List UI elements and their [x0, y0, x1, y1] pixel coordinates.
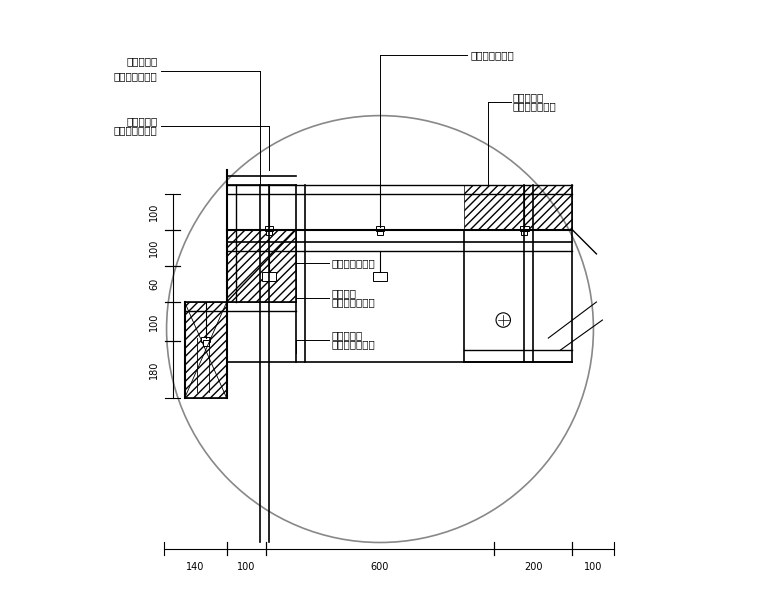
- Bar: [185, 302, 226, 398]
- Text: 纸面石膏板: 纸面石膏板: [332, 330, 363, 340]
- Text: 100: 100: [584, 562, 603, 572]
- Text: 石膏顶槽线: 石膏顶槽线: [512, 92, 543, 103]
- Text: 100: 100: [150, 202, 160, 221]
- Text: 60: 60: [150, 278, 160, 290]
- Bar: [203, 341, 209, 347]
- Bar: [266, 231, 272, 235]
- Bar: [226, 230, 296, 302]
- Text: 白色乳胶漆饰面: 白色乳胶漆饰面: [332, 339, 375, 349]
- Text: 180: 180: [150, 361, 160, 379]
- Text: 140: 140: [186, 562, 204, 572]
- Text: 木龙骨防火处理: 木龙骨防火处理: [470, 51, 514, 60]
- Bar: [520, 226, 528, 231]
- Text: 100: 100: [237, 562, 255, 572]
- Bar: [521, 231, 527, 235]
- Text: 石膏顶槽线: 石膏顶槽线: [126, 117, 157, 127]
- Bar: [377, 231, 383, 235]
- Bar: [264, 226, 273, 231]
- Text: 600: 600: [371, 562, 389, 572]
- Text: 实木线条: 实木线条: [332, 288, 357, 298]
- Text: 纸面石膏板: 纸面石膏板: [126, 57, 157, 66]
- Text: 白色乳胶漆饰面: 白色乳胶漆饰面: [114, 126, 157, 136]
- Text: 木龙骨防火处理: 木龙骨防火处理: [332, 258, 375, 268]
- Text: 白色乳胶漆饰面: 白色乳胶漆饰面: [114, 71, 157, 82]
- Text: 100: 100: [150, 239, 160, 257]
- Bar: [201, 337, 210, 342]
- Text: 200: 200: [524, 562, 543, 572]
- Text: 白色乳胶漆饰面: 白色乳胶漆饰面: [512, 101, 556, 112]
- Text: 白色乳胶漆饰面: 白色乳胶漆饰面: [332, 297, 375, 307]
- Bar: [373, 272, 387, 281]
- Bar: [464, 185, 572, 230]
- Text: 100: 100: [150, 312, 160, 331]
- Bar: [375, 226, 385, 231]
- Bar: [261, 272, 276, 281]
